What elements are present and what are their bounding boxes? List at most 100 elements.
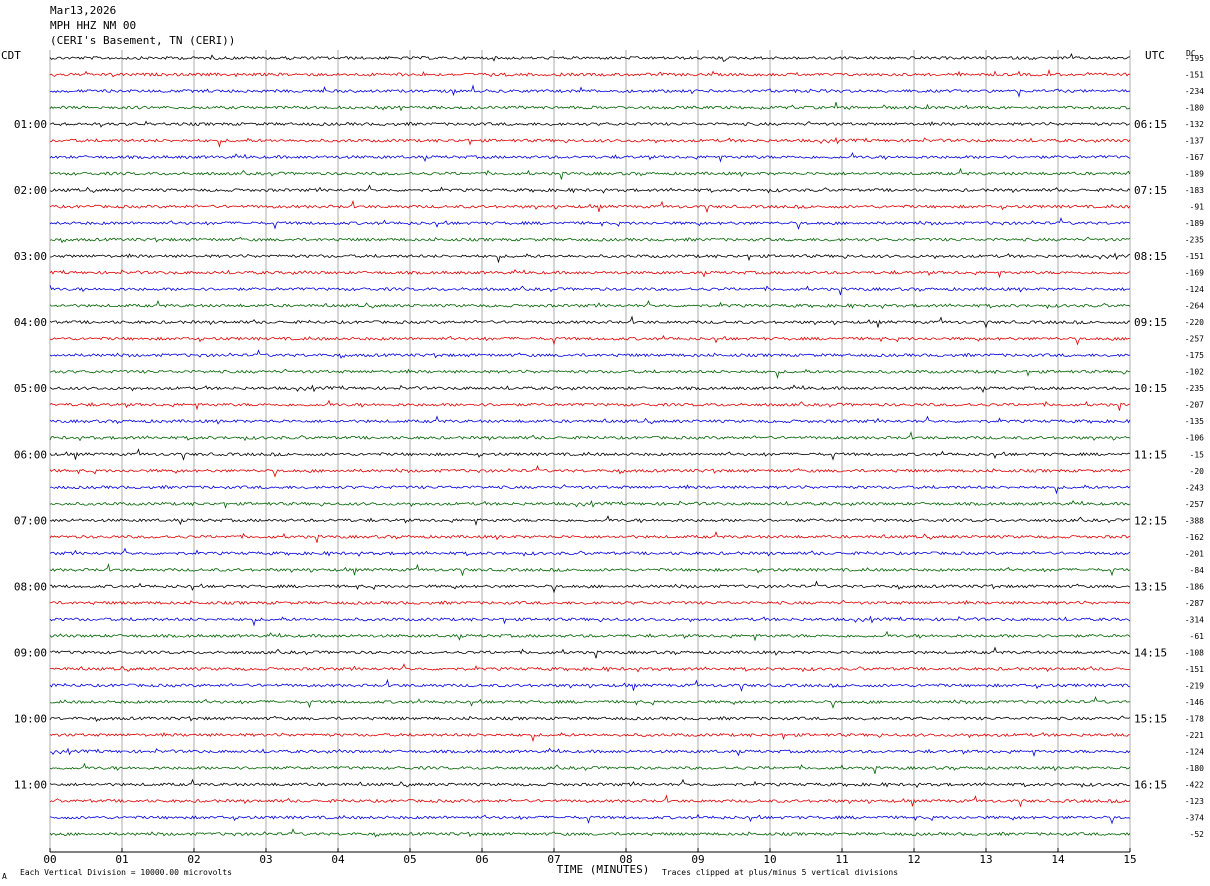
x-tick-label: 15 <box>1123 853 1136 866</box>
seismic-trace <box>49 268 1131 279</box>
dc-offset-label: -91 <box>1190 203 1205 212</box>
dc-offset-label: -207 <box>1185 401 1204 410</box>
dc-offset-label: -180 <box>1185 764 1204 773</box>
seismic-trace <box>50 599 1131 606</box>
seismic-trace <box>49 217 1131 231</box>
dc-offset-label: -183 <box>1185 186 1204 195</box>
dc-offset-label: -189 <box>1185 170 1204 179</box>
header-location: (CERI's Basement, TN (CERI)) <box>50 34 236 47</box>
right-hour-label: 06:15 <box>1134 118 1167 131</box>
right-hour-label: 12:15 <box>1134 514 1167 527</box>
dc-offset-label: -235 <box>1185 236 1204 245</box>
seismic-trace <box>49 762 1131 774</box>
dc-offset-label: -235 <box>1185 384 1204 393</box>
seismic-trace <box>49 299 1131 310</box>
seismic-trace <box>49 563 1131 577</box>
right-hour-label: 08:15 <box>1134 250 1167 263</box>
seismic-trace <box>49 384 1131 394</box>
seismic-trace <box>49 547 1131 557</box>
dc-offset-label: -221 <box>1185 731 1204 740</box>
x-tick-label: 09 <box>691 853 704 866</box>
x-tick-label: 01 <box>115 853 128 866</box>
dc-offset-label: -135 <box>1185 417 1204 426</box>
right-hour-label: 07:15 <box>1134 184 1167 197</box>
dc-offset-label: -20 <box>1190 467 1205 476</box>
dc-offset-label: -132 <box>1185 120 1204 129</box>
left-hour-label: 10:00 <box>14 712 47 725</box>
header-station: MPH HHZ NM 00 <box>50 19 137 32</box>
seismic-trace <box>49 580 1131 594</box>
dc-offset-label: -106 <box>1185 434 1204 443</box>
dc-offset-label: -189 <box>1185 219 1204 228</box>
seismic-trace <box>49 52 1131 62</box>
dc-offset-label: -169 <box>1185 269 1204 278</box>
x-tick-label: 11 <box>835 853 848 866</box>
seismic-trace <box>50 252 1131 264</box>
seismic-trace <box>49 813 1131 825</box>
left-hour-label: 04:00 <box>14 316 47 329</box>
x-tick-label: 05 <box>403 853 416 866</box>
dc-offset-label: -52 <box>1190 830 1205 839</box>
x-tick-label: 13 <box>979 853 992 866</box>
header-date: Mar13,2026 <box>50 4 117 17</box>
dc-offset-label: -220 <box>1185 318 1204 327</box>
seismic-trace <box>49 778 1131 788</box>
seismic-trace <box>49 399 1131 411</box>
seismic-trace <box>49 678 1131 693</box>
x-tick-label: 12 <box>907 853 920 866</box>
right-hour-label: 10:15 <box>1134 382 1167 395</box>
dc-offset-label: -201 <box>1185 549 1204 558</box>
x-tick-label: 02 <box>187 853 200 866</box>
left-timezone-label: CDT <box>1 49 21 62</box>
left-hour-label: 11:00 <box>14 778 47 791</box>
dc-offset-label: -234 <box>1185 87 1204 96</box>
dc-offset-label: -219 <box>1185 681 1204 690</box>
scale-marker: A <box>2 872 7 881</box>
seismic-trace <box>49 695 1131 709</box>
dc-offset-label: -84 <box>1190 566 1205 575</box>
left-hour-label: 01:00 <box>14 118 47 131</box>
x-tick-label: 08 <box>619 853 632 866</box>
right-hour-label: 14:15 <box>1134 646 1167 659</box>
seismic-trace <box>49 794 1131 808</box>
seismic-trace <box>49 151 1131 163</box>
dc-offset-label: -151 <box>1185 71 1204 80</box>
dc-offset-label: -186 <box>1185 582 1204 591</box>
dc-offset-label: -124 <box>1185 747 1204 756</box>
x-tick-label: 06 <box>475 853 488 866</box>
dc-offset-label: -175 <box>1185 351 1204 360</box>
seismic-trace <box>49 500 1131 509</box>
x-axis-label: TIME (MINUTES) <box>557 863 650 876</box>
scale-note: Each Vertical Division = 10000.00 microv… <box>20 868 232 877</box>
clip-note: Traces clipped at plus/minus 5 vertical … <box>662 868 899 877</box>
left-hour-label: 09:00 <box>14 646 47 659</box>
x-tick-label: 10 <box>763 853 776 866</box>
right-timezone-label: UTC <box>1145 49 1165 62</box>
dc-offset-label: -287 <box>1185 599 1204 608</box>
seismic-trace <box>49 484 1131 495</box>
x-tick-label: 14 <box>1051 853 1065 866</box>
seismic-trace <box>49 646 1131 659</box>
seismic-trace <box>49 68 1131 78</box>
dc-offset-label: -178 <box>1185 714 1204 723</box>
seismic-trace <box>49 284 1131 296</box>
dc-offset-label: -137 <box>1185 137 1204 146</box>
x-tick-label: 04 <box>331 853 345 866</box>
left-hour-label: 06:00 <box>14 448 47 461</box>
seismic-trace <box>49 315 1131 329</box>
dc-offset-label: -180 <box>1185 104 1204 113</box>
dc-offset-label: -151 <box>1185 665 1204 674</box>
seismic-trace <box>49 335 1130 346</box>
x-tick-label: 00 <box>43 853 56 866</box>
seismic-trace <box>49 531 1131 543</box>
dc-offset-label: -146 <box>1185 698 1204 707</box>
seismic-trace <box>49 828 1131 838</box>
dc-offset-label: -422 <box>1185 780 1204 789</box>
seismic-trace <box>49 184 1131 194</box>
seismic-trace <box>49 368 1131 379</box>
dc-offset-label: -108 <box>1185 648 1204 657</box>
dc-offset-label: -257 <box>1185 335 1204 344</box>
right-hour-label: 13:15 <box>1134 580 1167 593</box>
left-hour-label: 07:00 <box>14 514 47 527</box>
dc-offset-label: -257 <box>1185 500 1204 509</box>
